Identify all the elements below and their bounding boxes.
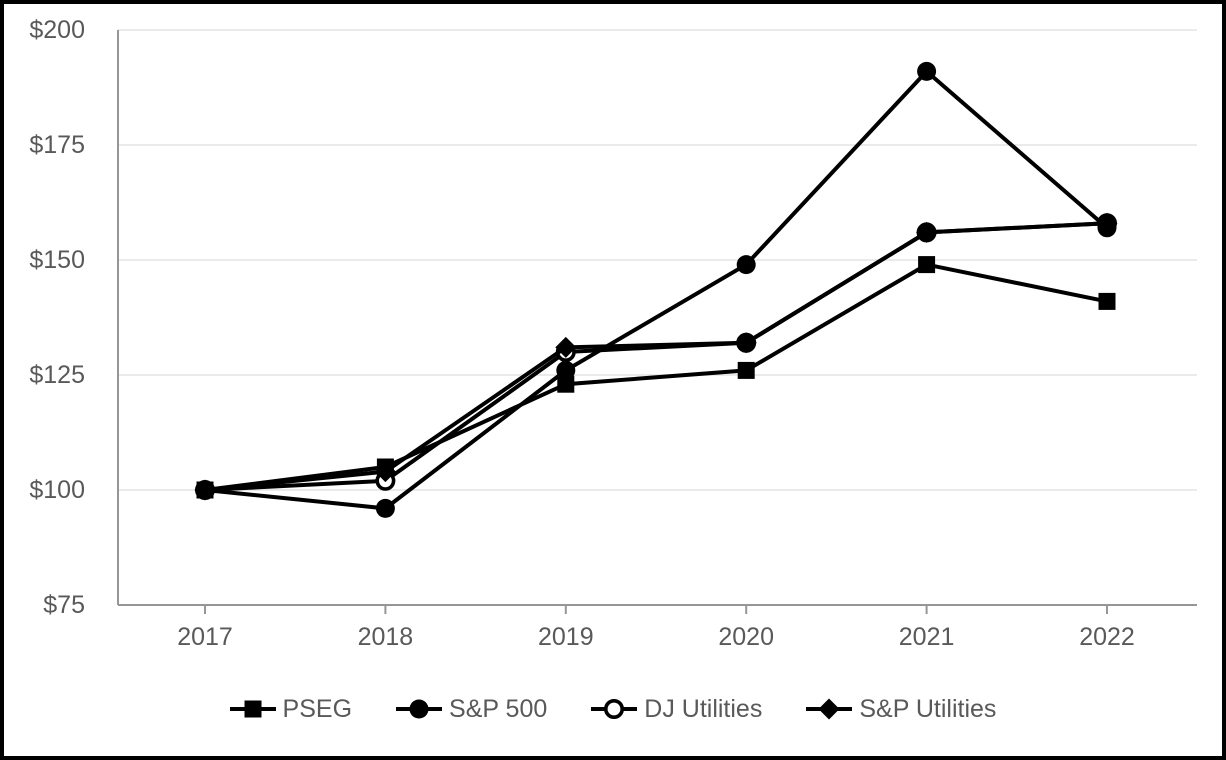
legend: PSEG S&P 500 DJ Utilities S&P Utilities — [4, 696, 1222, 722]
diamond-marker — [818, 698, 840, 720]
series-s-p-utilities — [194, 212, 1118, 501]
legend-item-sp500: S&P 500 — [396, 696, 547, 722]
square-marker — [1098, 292, 1116, 310]
legend-square-marker-icon — [229, 700, 276, 718]
legend-label-pseg: PSEG — [282, 694, 353, 723]
series-line — [204, 221, 1108, 492]
legend-item-dj-utilities: DJ Utilities — [591, 696, 762, 722]
y-axis-tick-label: $125 — [29, 361, 85, 389]
open-circle-marker — [604, 699, 625, 719]
y-axis-tick-label: $200 — [29, 16, 85, 44]
series-pseg — [196, 256, 1116, 499]
legend-diamond-marker-icon — [806, 698, 853, 720]
square-marker — [918, 256, 936, 274]
x-axis-tick-label: 2017 — [177, 623, 233, 651]
legend-label-sp500: S&P 500 — [449, 694, 548, 723]
x-axis-tick-label: 2018 — [358, 623, 414, 651]
legend-open-circle-marker-icon — [591, 699, 638, 719]
legend-item-sp-utilities: S&P Utilities — [806, 696, 996, 722]
series-dj-utilities — [195, 213, 1118, 500]
diamond-marker — [1096, 212, 1118, 234]
series-line — [204, 68, 1109, 511]
diamond-marker — [916, 221, 938, 243]
legend-label-dj-utilities: DJ Utilities — [644, 694, 763, 723]
y-axis-tick-label: $150 — [29, 246, 85, 274]
filled-circle-marker — [409, 699, 429, 719]
filled-circle-marker — [375, 498, 395, 518]
filled-circle-marker — [736, 255, 756, 275]
filled-circle-marker — [556, 360, 576, 380]
y-axis-tick-label: $175 — [29, 131, 85, 159]
total-return-line-chart: $75 $100 $125 $150 $175 $200 2017 2018 2019 2020 2… — [29, 16, 1197, 651]
series-line — [204, 262, 1108, 492]
filled-circle-marker — [917, 61, 937, 81]
x-axis-tick-label: 2019 — [538, 623, 594, 651]
x-axis-tick-label: 2021 — [899, 623, 955, 651]
diamond-marker — [194, 479, 216, 501]
square-marker — [737, 361, 755, 379]
series-s-p-500 — [195, 61, 1117, 518]
legend-label-sp-utilities: S&P Utilities — [859, 694, 997, 723]
x-axis-tick-label: 2020 — [718, 623, 774, 651]
y-axis-tick-label: $100 — [29, 476, 85, 504]
diamond-marker — [735, 332, 757, 354]
legend-item-pseg: PSEG — [229, 694, 353, 723]
series-line — [204, 221, 1108, 492]
diamond-marker — [374, 461, 396, 483]
square-marker — [557, 375, 575, 393]
y-axis-tick-label: $75 — [43, 591, 85, 619]
x-axis-tick-label: 2022 — [1079, 623, 1135, 651]
square-marker — [244, 700, 262, 718]
legend-filled-circle-marker-icon — [396, 699, 443, 719]
diamond-marker — [555, 336, 577, 358]
